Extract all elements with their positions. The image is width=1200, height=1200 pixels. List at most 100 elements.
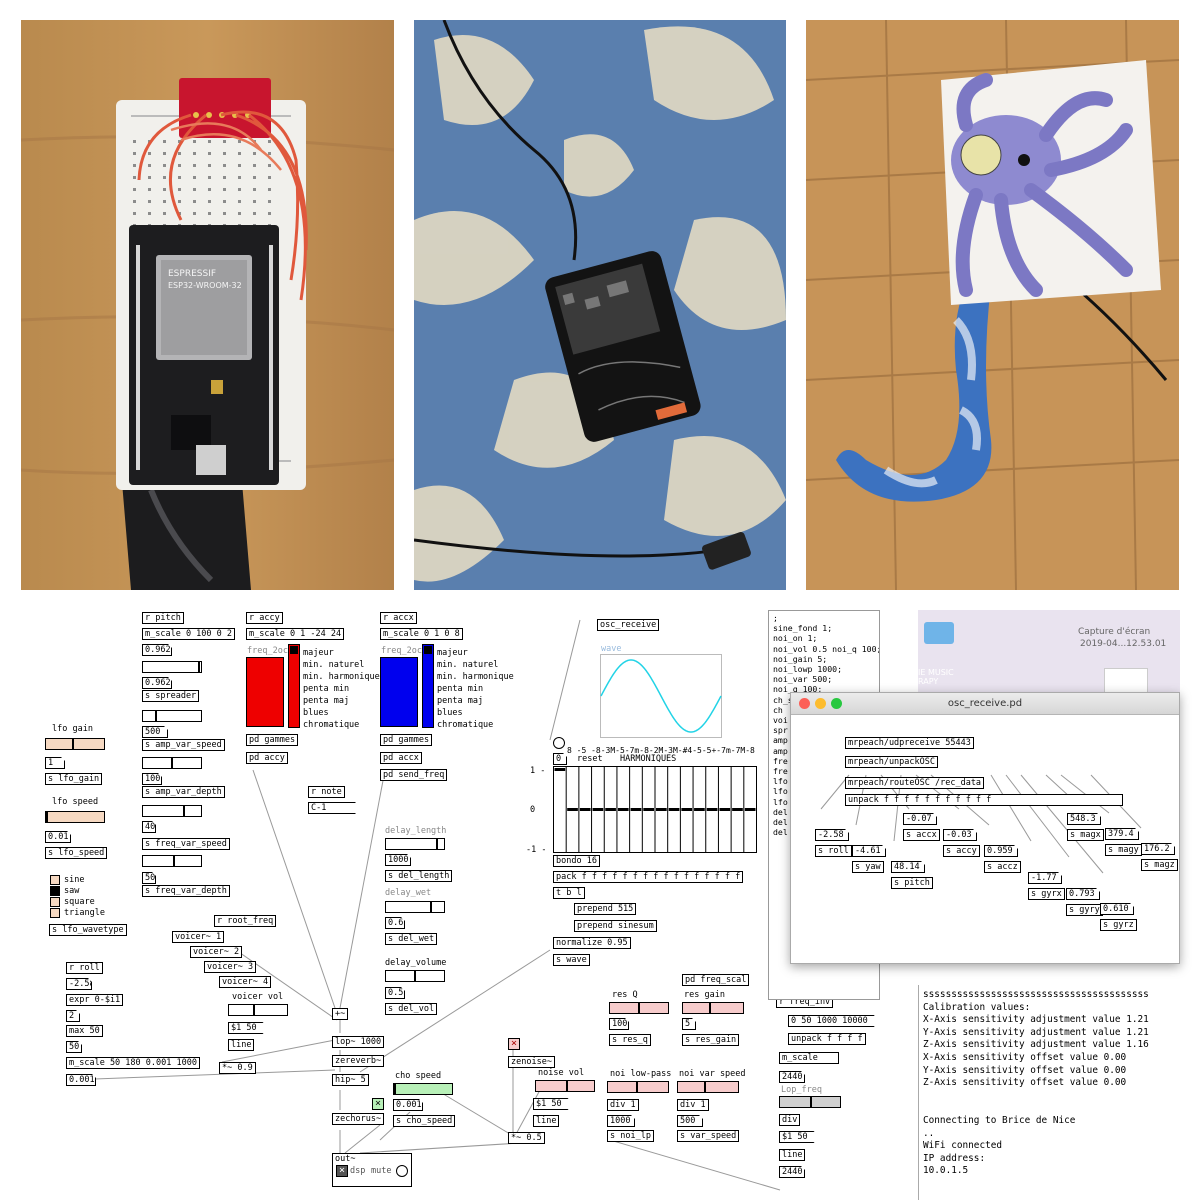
- minimize-icon[interactable]: [815, 698, 826, 709]
- freq-inv-div[interactable]: div: [779, 1114, 801, 1126]
- harmonics-multislider[interactable]: [553, 766, 758, 854]
- lfo-wave-send[interactable]: s lfo_wavetype: [49, 924, 127, 936]
- accy-gammes[interactable]: pd gammes: [246, 734, 299, 746]
- send-del-vol[interactable]: s del_vol: [385, 1003, 438, 1015]
- send-accx[interactable]: s accx: [903, 829, 940, 841]
- send-var-speed[interactable]: s var_speed: [677, 1130, 740, 1142]
- unpackosc[interactable]: mrpeach/unpackOSC: [845, 756, 938, 768]
- recv-accx[interactable]: r accx: [380, 612, 417, 624]
- lfo-gain-number[interactable]: 1: [45, 757, 65, 769]
- pitch-scale[interactable]: m_scale 0 100 0 2: [142, 628, 235, 640]
- prepend-515[interactable]: prepend 515: [574, 903, 637, 915]
- send-del-wet[interactable]: s del_wet: [385, 933, 438, 945]
- voicer-vol-slider[interactable]: [228, 1004, 288, 1016]
- cho-speed-number[interactable]: 0.001: [393, 1099, 423, 1111]
- accx-scale-vradio[interactable]: [422, 644, 434, 728]
- pd-freq-scal[interactable]: pd freq_scal: [682, 974, 750, 986]
- res-gain-number[interactable]: 5: [682, 1018, 696, 1030]
- osc-receive-window[interactable]: osc_receive.pd mrpeach/udpreceive 55443 …: [790, 692, 1180, 964]
- send-wave[interactable]: s wave: [553, 954, 590, 966]
- radio-square[interactable]: [50, 897, 60, 907]
- recv-note[interactable]: r note: [308, 786, 345, 798]
- gyrx-value[interactable]: -1.77: [1028, 872, 1062, 884]
- radio-saw[interactable]: [50, 886, 60, 896]
- routeosc[interactable]: mrpeach/routeOSC /rec_data: [845, 777, 985, 789]
- voicer-4[interactable]: voicer~ 4: [219, 976, 272, 988]
- zechorus[interactable]: zechorus~: [332, 1113, 385, 1125]
- accy-freq-vslider[interactable]: [246, 657, 284, 727]
- lfo-gain-slider[interactable]: [45, 738, 105, 750]
- normalize[interactable]: normalize 0.95: [553, 937, 631, 949]
- res-q-number[interactable]: 100: [609, 1018, 629, 1030]
- send-freq-var-speed[interactable]: s freq_var_speed: [142, 838, 230, 850]
- freq-inv-unpack[interactable]: unpack f f f f: [788, 1033, 866, 1045]
- lfo-gain-send[interactable]: s lfo_gain: [45, 773, 103, 785]
- amp-var-speed-slider[interactable]: [142, 710, 202, 722]
- bondo-16[interactable]: bondo 16: [553, 855, 600, 867]
- lfo-speed-send[interactable]: s lfo_speed: [45, 847, 108, 859]
- note-symbol[interactable]: C-1: [308, 802, 356, 814]
- recv-accy[interactable]: r accy: [246, 612, 283, 624]
- accx-value[interactable]: -0.07: [903, 813, 937, 825]
- noi-lp-div[interactable]: div 1: [607, 1099, 639, 1111]
- spreader-slider[interactable]: [142, 661, 202, 673]
- freq-inv-number-2[interactable]: 2440: [779, 1166, 805, 1178]
- amp-var-speed-number[interactable]: 500: [142, 726, 168, 738]
- window-canvas[interactable]: mrpeach/udpreceive 55443 mrpeach/unpackO…: [791, 715, 1179, 965]
- recv-roll[interactable]: r roll: [66, 962, 103, 974]
- freq-inv-scale[interactable]: m_scale: [779, 1052, 839, 1064]
- lfo-speed-number[interactable]: 0.01: [45, 831, 71, 843]
- cho-toggle[interactable]: ×: [372, 1098, 384, 1110]
- roll-number-2[interactable]: 2: [66, 1010, 80, 1022]
- voicer-vol-msg[interactable]: $1 50: [228, 1022, 264, 1034]
- wave-array-graph[interactable]: [600, 654, 722, 738]
- send-amp-var-depth[interactable]: s amp_var_depth: [142, 786, 225, 798]
- roll-value[interactable]: -2.58: [815, 829, 849, 841]
- sum-add[interactable]: +~: [332, 1008, 349, 1020]
- send-res-q[interactable]: s res_q: [609, 1034, 651, 1046]
- noise-vol-msg[interactable]: $1 50: [533, 1098, 569, 1110]
- freq-var-speed-slider[interactable]: [142, 805, 202, 817]
- pd-send-freq[interactable]: pd send_freq: [380, 769, 448, 781]
- send-pitch[interactable]: s pitch: [891, 877, 933, 889]
- recv-pitch[interactable]: r pitch: [142, 612, 184, 624]
- delay-volume-slider[interactable]: [385, 970, 445, 982]
- mute-bang[interactable]: [396, 1165, 408, 1177]
- pack-16[interactable]: pack f f f f f f f f f f f f f f f f: [553, 871, 744, 883]
- send-roll[interactable]: s roll: [815, 845, 852, 857]
- gyrz-value[interactable]: 0.610: [1100, 903, 1134, 915]
- prepend-sinesum[interactable]: prepend sinesum: [574, 920, 657, 932]
- freq-inv-line[interactable]: line: [779, 1149, 806, 1161]
- voicer-2[interactable]: voicer~ 2: [190, 946, 243, 958]
- recv-root-freq[interactable]: r root_freq: [214, 915, 277, 927]
- send-gyrx[interactable]: s gyrx: [1028, 888, 1065, 900]
- voicer-line[interactable]: line: [228, 1039, 255, 1051]
- send-del-length[interactable]: s del_length: [385, 870, 453, 882]
- trigger-bl[interactable]: t b l: [553, 887, 585, 899]
- delay-wet-number[interactable]: 0.6: [385, 917, 405, 929]
- noi-var-div[interactable]: div 1: [677, 1099, 709, 1111]
- delay-volume-number[interactable]: 0.5: [385, 987, 405, 999]
- voicer-mul[interactable]: *~ 0.9: [219, 1062, 256, 1074]
- noi-lp-number[interactable]: 1000: [607, 1115, 635, 1127]
- res-gain-slider[interactable]: [682, 1002, 744, 1014]
- reset-bang[interactable]: [553, 737, 565, 749]
- send-amp-var-speed[interactable]: s amp_var_speed: [142, 739, 225, 751]
- noise-vol-slider[interactable]: [535, 1080, 595, 1092]
- dsp-toggle[interactable]: ×: [336, 1165, 348, 1177]
- noi-var-slider[interactable]: [677, 1081, 739, 1093]
- delay-wet-slider[interactable]: [385, 901, 445, 913]
- lop-freq-slider[interactable]: [779, 1096, 841, 1108]
- cho-speed-slider[interactable]: [393, 1083, 453, 1095]
- osc-receive-obj[interactable]: osc_receive: [597, 619, 660, 631]
- accy-scale-vradio[interactable]: [288, 644, 300, 728]
- send-magx[interactable]: s magx: [1067, 829, 1104, 841]
- noise-mul[interactable]: *~ 0.5: [508, 1132, 545, 1144]
- send-cho-speed[interactable]: s cho_speed: [393, 1115, 456, 1127]
- roll-number[interactable]: -2.58: [66, 978, 92, 990]
- noi-lp-slider[interactable]: [607, 1081, 669, 1093]
- noi-var-number[interactable]: 500: [677, 1115, 703, 1127]
- send-noi-lp[interactable]: s noi_lp: [607, 1130, 654, 1142]
- freq-var-depth-number[interactable]: 50: [142, 872, 156, 884]
- noise-line[interactable]: line: [533, 1115, 560, 1127]
